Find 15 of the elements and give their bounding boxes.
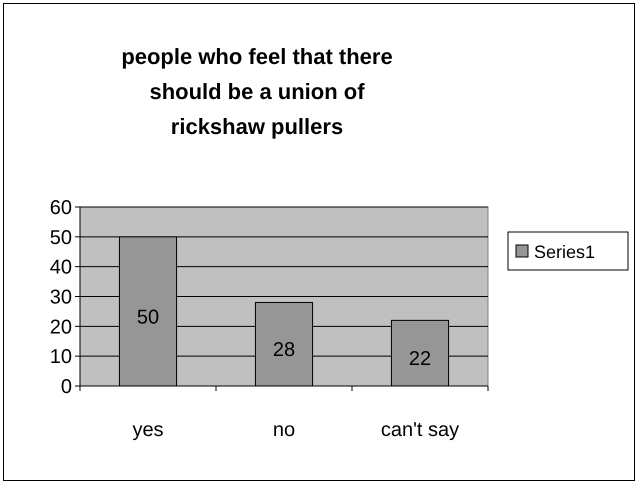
y-tick-label: 50 [50, 226, 72, 249]
data-label: 50 [136, 306, 160, 328]
y-tick-label: 60 [50, 197, 72, 219]
data-label: 22 [408, 348, 432, 370]
y-tick-label: 40 [50, 256, 72, 279]
chart-title: people who feel that there should be a union of rickshaw pullers [121, 44, 393, 139]
x-tick-label: can't say [380, 419, 460, 441]
x-tick-label: yes [132, 419, 164, 441]
x-tick-label: no [272, 419, 296, 441]
y-tick-label: 0 [60, 376, 72, 398]
y-tick-label: 10 [50, 346, 72, 368]
y-tick-label: 20 [50, 316, 72, 338]
data-label: 28 [272, 339, 296, 362]
legend-label: Series1 [534, 242, 596, 262]
y-tick-label: 30 [50, 286, 72, 308]
